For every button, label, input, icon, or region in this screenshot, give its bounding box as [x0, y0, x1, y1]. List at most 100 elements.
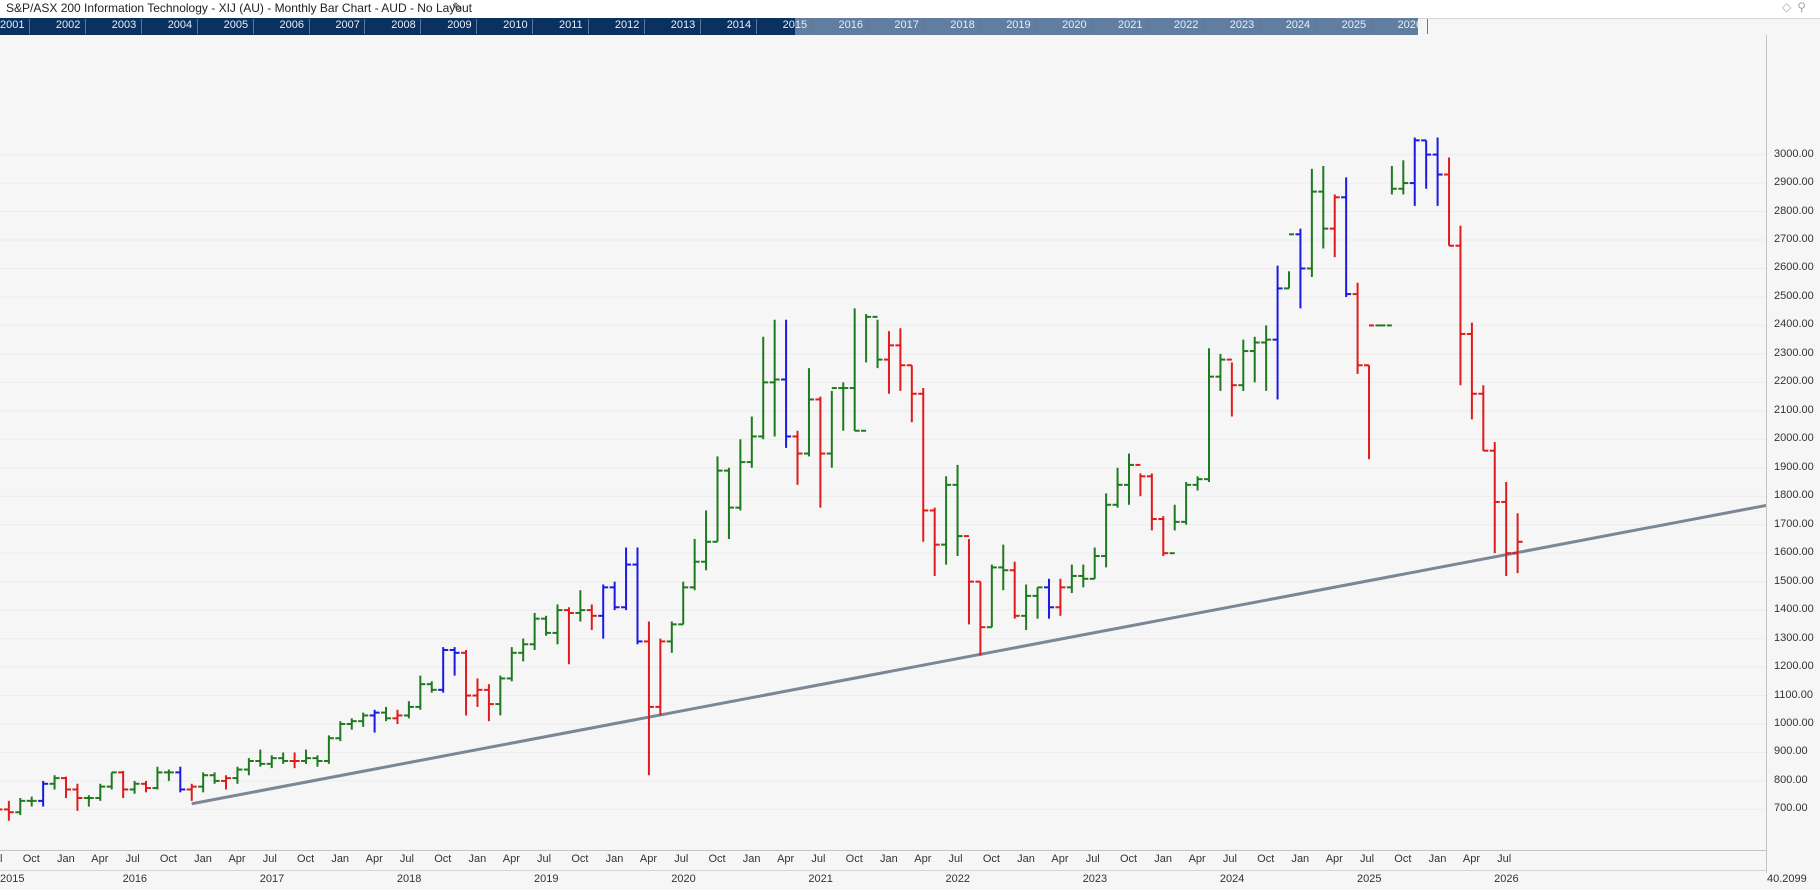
ohlc-bar[interactable] — [1272, 265, 1283, 400]
ohlc-bar[interactable] — [1249, 336, 1260, 383]
navigator-year[interactable]: 2024 — [1285, 19, 1311, 31]
ohlc-bar[interactable] — [895, 328, 906, 391]
navigator-year[interactable]: 2009 — [447, 19, 472, 31]
ohlc-bar[interactable] — [129, 780, 140, 794]
ohlc-bar[interactable] — [243, 758, 254, 776]
ohlc-bar[interactable] — [621, 547, 632, 611]
ohlc-bar[interactable] — [15, 798, 26, 816]
ohlc-bar[interactable] — [289, 752, 300, 769]
ohlc-bar[interactable] — [1329, 194, 1340, 258]
ohlc-bar[interactable] — [781, 319, 792, 448]
ohlc-bar[interactable] — [506, 647, 517, 682]
ohlc-bar[interactable] — [1215, 353, 1226, 391]
ohlc-bar[interactable] — [472, 678, 483, 707]
ohlc-bar[interactable] — [518, 638, 529, 662]
navigator-year[interactable]: 2008 — [391, 19, 416, 31]
ohlc-bar[interactable] — [941, 476, 952, 565]
ohlc-bar[interactable] — [1158, 516, 1169, 557]
ohlc-bar[interactable] — [1398, 160, 1409, 195]
ohlc-bar[interactable] — [609, 581, 620, 611]
navigator-year[interactable]: 2014 — [726, 19, 752, 31]
ohlc-bar[interactable] — [541, 615, 552, 636]
ohlc-bar[interactable] — [872, 315, 883, 369]
navigator-year[interactable]: 2020 — [1062, 19, 1087, 31]
navigator-year[interactable]: 2005 — [223, 19, 249, 31]
ohlc-bar[interactable] — [255, 749, 266, 767]
navigator-year[interactable]: 2004 — [167, 19, 193, 31]
ohlc-bar[interactable] — [1386, 165, 1397, 327]
ohlc-bar[interactable] — [929, 507, 940, 576]
ohlc-bar[interactable] — [963, 535, 974, 625]
ohlc-bar[interactable] — [861, 314, 872, 432]
ohlc-bar[interactable] — [312, 755, 323, 767]
ohlc-bar[interactable] — [95, 783, 106, 801]
ohlc-bar[interactable] — [403, 701, 414, 719]
ohlc-bar[interactable] — [175, 766, 186, 793]
ohlc-bar[interactable] — [906, 364, 917, 423]
ohlc-bar[interactable] — [1512, 513, 1523, 574]
ohlc-bar[interactable] — [643, 621, 654, 776]
ohlc-bar[interactable] — [1089, 547, 1100, 580]
ohlc-bar[interactable] — [1181, 482, 1192, 525]
ohlc-bar[interactable] — [552, 604, 563, 645]
ohlc-bar[interactable] — [26, 796, 37, 807]
navigator-year[interactable]: 2013 — [670, 19, 696, 31]
ohlc-bar[interactable] — [1341, 177, 1352, 297]
ohlc-bar[interactable] — [986, 564, 997, 629]
ohlc-bar[interactable] — [426, 681, 437, 693]
navigator-year[interactable]: 2026 — [1397, 19, 1422, 31]
ohlc-bar[interactable] — [0, 774, 3, 815]
ohlc-bar[interactable] — [689, 538, 700, 591]
ohlc-bar[interactable] — [1204, 348, 1214, 483]
ohlc-bar[interactable] — [198, 772, 209, 793]
ohlc-bar[interactable] — [1066, 564, 1077, 594]
ohlc-bar[interactable] — [1043, 578, 1054, 619]
ohlc-bar[interactable] — [1295, 228, 1306, 309]
ohlc-bar[interactable] — [826, 387, 837, 468]
ohlc-bar[interactable] — [1318, 165, 1329, 249]
ohlc-bar[interactable] — [1455, 225, 1466, 386]
ohlc-bar[interactable] — [1192, 476, 1203, 491]
ohlc-bar[interactable] — [1432, 137, 1443, 206]
navigator-year[interactable]: 2003 — [111, 19, 137, 31]
ohlc-bar[interactable] — [186, 783, 197, 801]
ohlc-bar[interactable] — [1238, 339, 1249, 391]
ohlc-bar[interactable] — [266, 755, 277, 769]
ohlc-bar[interactable] — [769, 319, 780, 437]
navigator-year[interactable]: 2018 — [950, 19, 975, 31]
ohlc-bar[interactable] — [792, 430, 803, 485]
ohlc-bar[interactable] — [3, 800, 14, 821]
navigator-year[interactable]: 2025 — [1341, 19, 1367, 31]
ohlc-bar[interactable] — [998, 544, 1009, 591]
navigator-year[interactable]: 2007 — [335, 19, 360, 31]
ohlc-bar[interactable] — [1306, 168, 1317, 278]
ohlc-bar[interactable] — [746, 416, 757, 468]
ohlc-bar[interactable] — [1055, 578, 1066, 616]
ohlc-bar[interactable] — [575, 590, 586, 622]
ohlc-bar[interactable] — [209, 772, 220, 784]
ohlc-bar[interactable] — [758, 336, 769, 440]
navigator-year[interactable]: 2010 — [503, 19, 528, 31]
ohlc-bar[interactable] — [72, 783, 83, 811]
navigator-year[interactable]: 2023 — [1229, 19, 1255, 31]
ohlc-bar[interactable] — [118, 770, 129, 799]
ohlc-bar[interactable] — [381, 706, 392, 722]
diamond-icon[interactable]: ◇ — [1781, 0, 1798, 14]
ohlc-bar[interactable] — [1021, 584, 1032, 631]
navigator-year[interactable]: 2011 — [559, 19, 583, 31]
ohlc-bar[interactable] — [529, 612, 540, 650]
ohlc-bar[interactable] — [152, 766, 163, 790]
ohlc-bar[interactable] — [1261, 325, 1272, 391]
ohlc-bar[interactable] — [163, 769, 174, 781]
navigator-year[interactable]: 2019 — [1006, 19, 1031, 31]
ohlc-bar[interactable] — [1135, 463, 1146, 497]
ohlc-bar[interactable] — [975, 580, 986, 656]
price-axis[interactable] — [1766, 35, 1820, 873]
ohlc-bar[interactable] — [655, 638, 666, 716]
ohlc-bar[interactable] — [1466, 322, 1477, 420]
navigator-selection-window[interactable] — [795, 18, 1418, 35]
ohlc-bar[interactable] — [392, 709, 403, 724]
ohlc-bar[interactable] — [278, 752, 289, 764]
ohlc-bar[interactable] — [838, 382, 849, 431]
navigator-year[interactable]: 2006 — [279, 19, 304, 31]
